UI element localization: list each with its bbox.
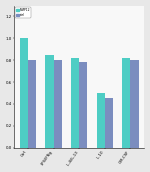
Bar xyxy=(54,60,62,148)
Bar xyxy=(122,58,130,148)
Bar xyxy=(71,58,79,148)
Bar xyxy=(79,62,87,148)
Bar xyxy=(45,55,54,148)
Legend: MMP12, ctrl: MMP12, ctrl xyxy=(15,7,31,18)
Bar xyxy=(20,38,28,148)
Bar xyxy=(28,60,36,148)
Bar xyxy=(97,93,105,148)
Bar xyxy=(105,98,113,148)
Bar xyxy=(130,60,138,148)
